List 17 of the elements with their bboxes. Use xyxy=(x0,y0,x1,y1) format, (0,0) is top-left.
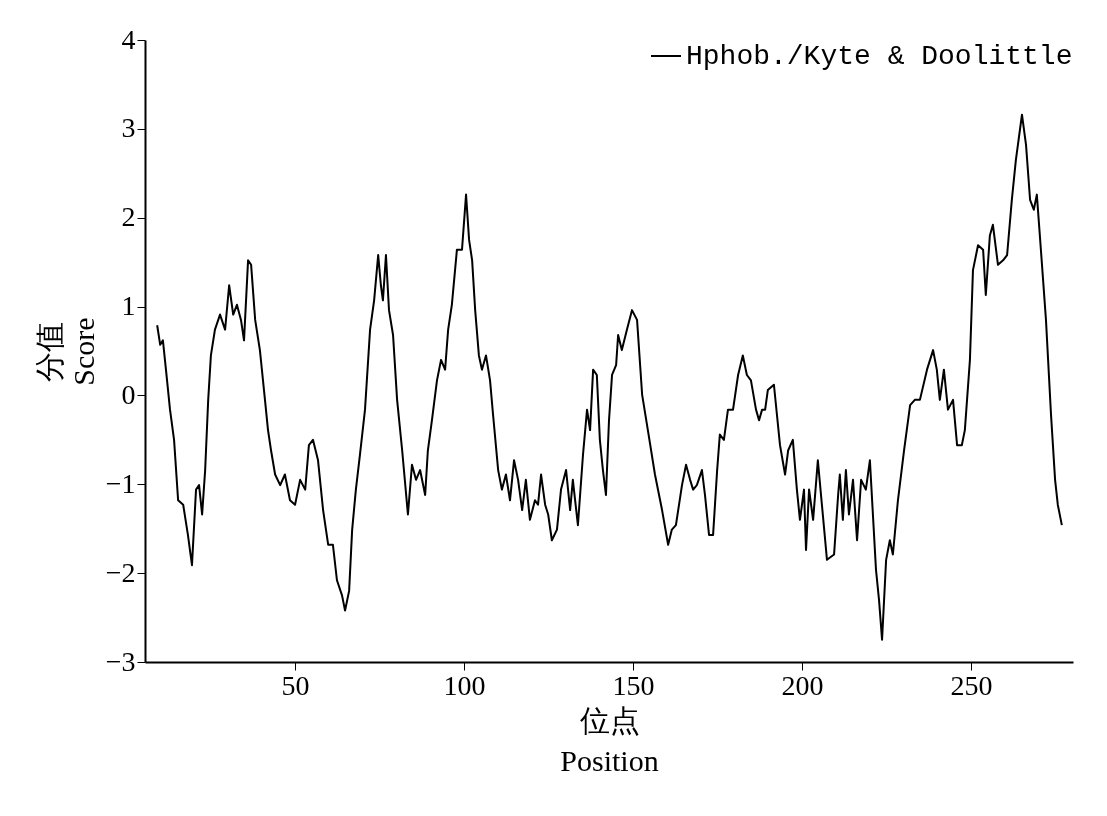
x-tick-label: 150 xyxy=(612,669,655,701)
x-tick-label: 250 xyxy=(950,669,993,701)
x-axis-title: 位点 Position xyxy=(560,703,659,777)
y-tick-label: 3 xyxy=(121,112,136,144)
y-tick-label: 2 xyxy=(121,201,136,233)
y-tick-label: −3 xyxy=(105,645,136,677)
y-tick-label: 0 xyxy=(121,378,136,410)
y-tick-label: −1 xyxy=(105,467,136,499)
y-tick-label: −2 xyxy=(105,556,136,588)
line-series xyxy=(156,113,1063,641)
y-axis-title: 分值 Score xyxy=(32,317,100,386)
x-tick-label: 200 xyxy=(781,669,824,701)
x-tick-label: 100 xyxy=(443,669,486,701)
x-tick-label: 50 xyxy=(281,669,310,701)
y-tick-label: 1 xyxy=(121,290,136,322)
legend-label: Hphob./Kyte & Doolittle xyxy=(686,41,1073,72)
y-tick-label: 4 xyxy=(121,23,136,55)
